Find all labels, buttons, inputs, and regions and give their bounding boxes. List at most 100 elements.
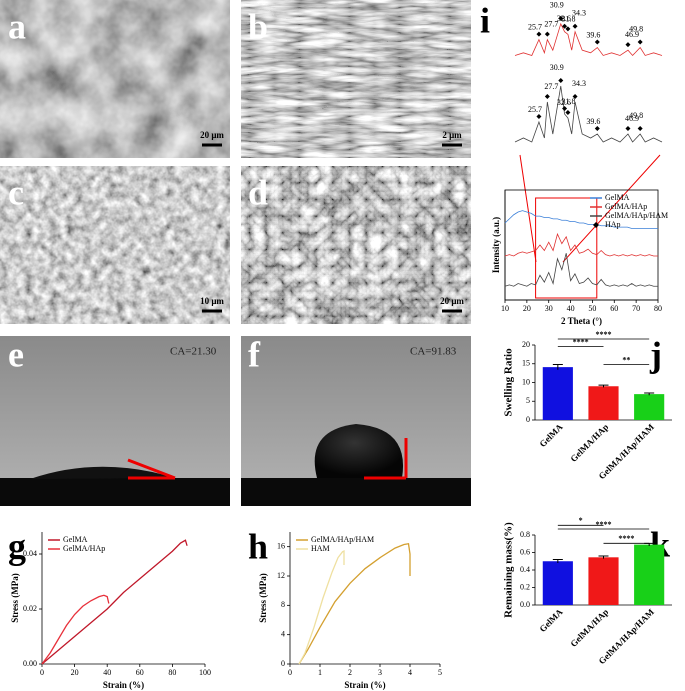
substrate <box>241 478 471 506</box>
peak-label: 39.6 <box>586 117 600 126</box>
significance-label: **** <box>596 520 612 529</box>
x-tick-label: 70 <box>632 304 640 313</box>
peak-label: 25.7 <box>528 22 542 31</box>
legend-label: HAM <box>311 544 330 553</box>
peak-label: 30.9 <box>550 1 564 10</box>
y-tick-label: 8 <box>281 600 285 609</box>
peak-label: 49.8 <box>629 111 643 120</box>
x-axis-label: Strain (%) <box>344 680 385 690</box>
legend-label: GelMA <box>63 535 88 544</box>
x-tick-label: 40 <box>567 304 575 313</box>
peak-label: 31.8 <box>562 97 576 106</box>
x-tick-label: 0 <box>40 668 44 677</box>
significance-label: * <box>579 516 583 525</box>
angle-line <box>364 438 408 480</box>
panel-letter: d <box>248 172 268 212</box>
x-tick-label: 0 <box>288 668 292 677</box>
peak-marker <box>572 23 578 29</box>
panel-letter: h <box>248 526 268 566</box>
legend-label: GelMA/HAp/HAM <box>311 535 374 544</box>
y-tick-label: 0.02 <box>23 604 37 613</box>
significance-label: **** <box>573 337 589 346</box>
sem-image <box>241 166 471 324</box>
x-tick-label: GelMA/HAp <box>568 607 610 649</box>
significance-label: ** <box>622 355 630 364</box>
peak-marker <box>565 110 571 115</box>
x-tick-label: 50 <box>588 304 596 313</box>
x-tick-label: 40 <box>103 668 111 677</box>
x-tick-label: 100 <box>199 668 211 677</box>
error-bar <box>598 384 609 388</box>
y-tick-label: 0.2 <box>520 582 530 591</box>
y-axis-label: Intensity (a.u.) <box>491 217 501 273</box>
line <box>298 542 411 665</box>
scale-label: 20 μm <box>440 296 464 306</box>
peak-marker <box>565 26 571 32</box>
peak-label: 32.6 <box>557 14 571 23</box>
legend-label: HAp <box>605 220 621 229</box>
panel-letter: b <box>248 6 268 46</box>
scale-label: 2 μm <box>442 130 462 140</box>
sem-image <box>0 0 230 158</box>
error-bar <box>552 364 563 370</box>
panel-letter: f <box>248 334 261 374</box>
peak-marker <box>637 126 643 131</box>
bar <box>588 386 619 420</box>
y-tick-label: 0 <box>526 415 530 424</box>
panel-letter: c <box>8 172 24 212</box>
x-tick-label: 80 <box>168 668 176 677</box>
peak-marker <box>544 31 550 37</box>
peak-label: 46.9 <box>625 114 639 123</box>
droplet <box>314 424 404 478</box>
peak-label: 46.9 <box>625 30 639 39</box>
legend-label: GelMA/HAp/HAM <box>605 211 668 220</box>
panel-letter: i <box>480 0 490 40</box>
bar <box>588 557 619 605</box>
peak-marker <box>625 126 631 131</box>
y-tick-label: 4 <box>281 629 285 638</box>
peak-marker <box>637 39 643 45</box>
x-axis-label: Strain (%) <box>103 680 144 690</box>
scale-bars: 20 μm 2 μm 10 μm 20 μm <box>200 130 464 313</box>
sem-image <box>0 166 230 324</box>
peak-marker <box>544 94 550 99</box>
y-tick-label: 0.0 <box>520 600 530 609</box>
peak-marker <box>594 39 600 45</box>
y-axis-label: Stress (MPa) <box>258 573 268 623</box>
legend-marker <box>593 222 599 228</box>
peak-marker <box>594 126 600 131</box>
x-axis-label: 2 Theta (°) <box>561 316 602 326</box>
line <box>41 539 188 665</box>
legend-label: GelMA/HAp <box>63 544 105 553</box>
peak-marker <box>558 15 564 21</box>
error-bar <box>598 555 609 559</box>
contact-angle: CA=91.83 <box>410 346 457 358</box>
x-tick-label: 2 <box>348 668 352 677</box>
x-tick-label: 60 <box>136 668 144 677</box>
peak-marker <box>558 78 564 83</box>
legend-label: GelMA/HAp <box>605 202 647 211</box>
y-tick-label: 10 <box>522 377 530 386</box>
error-bar <box>552 559 563 563</box>
bar <box>542 367 573 420</box>
highlight-box <box>535 197 598 299</box>
peak-label: 30.9 <box>550 63 564 72</box>
x-tick-label: 5 <box>438 668 442 677</box>
peak-marker <box>562 23 568 29</box>
y-tick-label: 15 <box>522 359 530 368</box>
y-axis-label: Remaining mass(%) <box>503 522 515 618</box>
x-tick-label: 60 <box>610 304 618 313</box>
contact-angle: CA=21.30 <box>170 346 217 358</box>
x-tick-label: 20 <box>523 304 531 313</box>
peak-label: 31.8 <box>562 15 576 24</box>
y-tick-label: 0.6 <box>520 547 530 556</box>
y-tick-label: 0.04 <box>23 549 37 558</box>
bar <box>542 561 573 605</box>
panel-letter: e <box>8 334 24 374</box>
droplet <box>30 466 175 479</box>
line <box>41 594 110 665</box>
x-tick-label: 30 <box>545 304 553 313</box>
peak-marker <box>625 42 631 48</box>
line <box>298 550 345 665</box>
